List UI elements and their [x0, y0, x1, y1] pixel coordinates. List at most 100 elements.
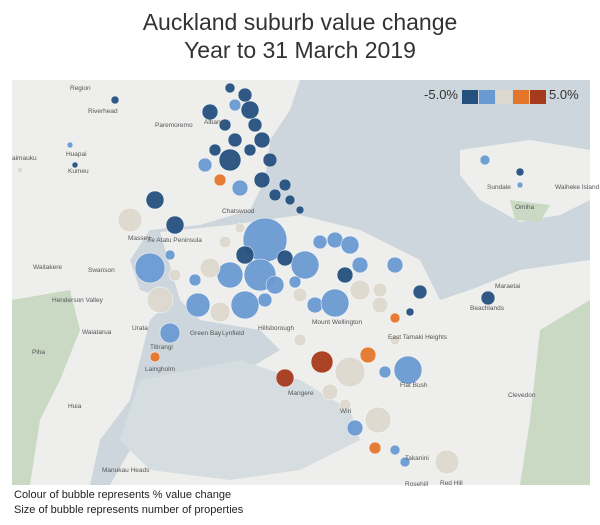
- place-label: Huia: [68, 403, 82, 410]
- place-label: aimauku: [12, 155, 37, 162]
- place-label: Swanson: [88, 267, 115, 274]
- bubble: [165, 215, 185, 235]
- bubble: [218, 235, 232, 249]
- place-label: Lynfield: [222, 330, 245, 337]
- bubble: [235, 245, 255, 265]
- place-label: Clevedon: [508, 392, 536, 399]
- place-label: Waiatarua: [82, 329, 112, 336]
- bubble: [278, 178, 292, 192]
- bubble: [515, 167, 525, 177]
- bubble: [434, 449, 460, 475]
- bubble: [368, 441, 382, 455]
- place-label: Waitakere: [33, 264, 62, 271]
- bubble: [218, 148, 242, 172]
- note: Colour of bubble represents % value chan…: [14, 489, 231, 501]
- bubble: [159, 322, 181, 344]
- place-label: Omiha: [515, 204, 535, 211]
- bubble: [145, 190, 165, 210]
- bubble: [293, 333, 307, 347]
- bubble: [227, 132, 243, 148]
- bubble: [371, 296, 389, 314]
- bubble: [231, 179, 249, 197]
- bubble: [253, 171, 271, 189]
- bubble: [399, 456, 411, 468]
- bubble: [389, 334, 401, 346]
- bubble: [340, 235, 360, 255]
- note: Size of bubble represents number of prop…: [14, 504, 244, 516]
- bubble: [321, 383, 339, 401]
- bubble: [149, 351, 161, 363]
- bubble: [208, 143, 222, 157]
- legend-max: 5.0%: [549, 87, 579, 102]
- place-label: Flat Bush: [400, 382, 428, 389]
- bubble: [197, 157, 213, 173]
- title: Auckland suburb value change: [143, 9, 458, 35]
- bubble: [405, 307, 415, 317]
- place-label: Laingholm: [145, 366, 175, 373]
- place-label: Henderson Valley: [52, 297, 104, 304]
- place-label: Region: [70, 85, 91, 92]
- bubble: [338, 398, 352, 412]
- bubble: [213, 173, 227, 187]
- place-label: Chatswood: [222, 208, 255, 215]
- bubble: [230, 290, 260, 320]
- bubble: [164, 249, 176, 261]
- bubble: [262, 152, 278, 168]
- bubble: [290, 250, 320, 280]
- bubble: [480, 290, 496, 306]
- place-label: Waiheke Island: [555, 184, 600, 191]
- place-label: Kumeu: [68, 168, 89, 175]
- bubble: [320, 288, 350, 318]
- bubble: [199, 257, 221, 279]
- bubble: [268, 188, 282, 202]
- bubble: [276, 249, 294, 267]
- bubble: [351, 256, 369, 274]
- bubble: [310, 350, 334, 374]
- bubble: [378, 365, 392, 379]
- bubble: [412, 284, 428, 300]
- legend-swatch: [462, 90, 478, 104]
- bubble: [71, 161, 79, 169]
- subtitle: Year to 31 March 2019: [184, 37, 416, 63]
- bubble: [292, 287, 308, 303]
- bubble: [364, 406, 392, 434]
- place-label: Te Atatu Peninsula: [148, 237, 202, 244]
- place-label: Albany: [204, 119, 225, 126]
- place-label: Mangere: [288, 390, 314, 397]
- bubble: [389, 444, 401, 456]
- place-label: East Tamaki Heights: [388, 334, 448, 341]
- place-label: Green Bay: [190, 330, 222, 337]
- bubble: [359, 346, 377, 364]
- bubble: [243, 143, 257, 157]
- bubble: [326, 231, 344, 249]
- place-label: Wiri: [340, 408, 351, 415]
- place-label: Urata: [132, 325, 148, 332]
- bubble: [253, 131, 271, 149]
- bubble: [168, 268, 182, 282]
- place-label: Massey: [128, 235, 151, 242]
- bubble: [216, 261, 244, 289]
- bubble: [349, 279, 371, 301]
- place-label: Piha: [32, 349, 45, 356]
- bubble: [346, 419, 364, 437]
- bubble: [306, 296, 324, 314]
- place-label: Takanini: [405, 455, 429, 462]
- legend: -5.0% 5.0%: [424, 87, 579, 104]
- bubble: [16, 166, 24, 174]
- legend-swatch: [496, 90, 512, 104]
- bubbles: [16, 82, 525, 475]
- bubble: [288, 275, 302, 289]
- bubble: [284, 194, 296, 206]
- place-label: Hillsborough: [258, 325, 295, 332]
- bubble: [247, 117, 263, 133]
- place-label: Sundale: [487, 184, 511, 191]
- bubble: [516, 181, 524, 189]
- bubble: [110, 95, 120, 105]
- legend-swatch: [530, 90, 546, 104]
- bubble: [117, 207, 143, 233]
- bubble: [479, 154, 491, 166]
- bubble: [209, 301, 231, 323]
- bubble: [240, 100, 260, 120]
- bubble: [334, 356, 366, 388]
